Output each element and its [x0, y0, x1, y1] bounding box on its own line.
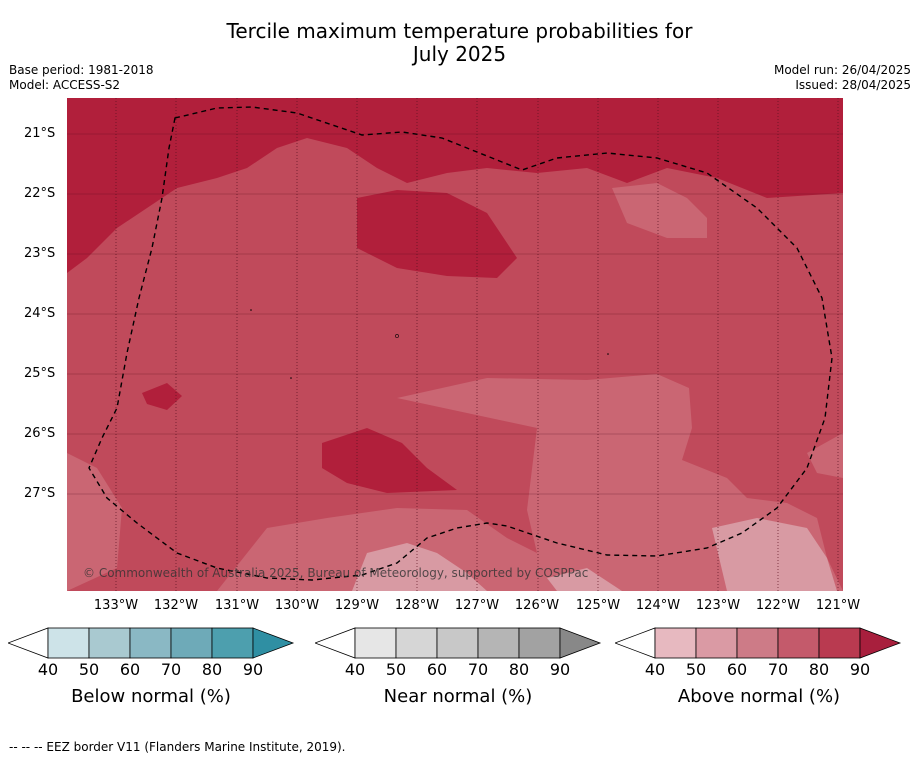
- lat-label: 27°S: [24, 486, 56, 501]
- colorbar-segment: [736, 627, 779, 659]
- colorbar-tick-label: 50: [685, 660, 707, 679]
- colorbar-extend-low: [315, 627, 356, 659]
- zone-east-light: [612, 183, 707, 238]
- lon-label: 133°W: [93, 598, 139, 613]
- colorbar-extend-high: [859, 627, 902, 659]
- zone-southcenter-lightest: [547, 568, 622, 591]
- lon-label: 128°W: [394, 598, 440, 613]
- colorbar-extend-high: [252, 627, 295, 659]
- colorbar-near: [315, 627, 602, 659]
- colorbar-tick-label: 60: [726, 660, 748, 679]
- colorbar-below-label: Below normal (%): [71, 686, 231, 707]
- lat-label: 22°S: [24, 186, 56, 201]
- colorbar-tick-label: 70: [767, 660, 789, 679]
- zone-southwest-light: [67, 453, 122, 591]
- colorbar-segment: [518, 627, 561, 659]
- issued-date: Issued: 28/04/2025: [795, 78, 911, 92]
- lat-lines: [67, 133, 843, 495]
- colorbar-tick-label: 90: [849, 660, 871, 679]
- lat-label: 24°S: [24, 306, 56, 321]
- colorbar-tick-label: 90: [242, 660, 264, 679]
- zone-southeast-light: [67, 374, 843, 591]
- lon-label: 131°W: [214, 598, 260, 613]
- zone-east-edge-light: [807, 433, 843, 478]
- lat-label: 23°S: [24, 246, 56, 261]
- zone-south-dark: [322, 428, 457, 493]
- colorbar-extend-low: [8, 627, 49, 659]
- island-marker: [607, 353, 609, 355]
- colorbar-tick-label: 60: [426, 660, 448, 679]
- lat-label: 26°S: [24, 426, 56, 441]
- lon-label: 127°W: [454, 598, 500, 613]
- zone-southeast-lightest: [712, 518, 837, 591]
- colorbar-tick-label: 40: [37, 660, 59, 679]
- island-marker: [250, 309, 252, 311]
- colorbar-extend-high: [559, 627, 602, 659]
- colorbar-tick-label: 60: [119, 660, 141, 679]
- colorbar-segment: [695, 627, 738, 659]
- lon-label: 126°W: [514, 598, 560, 613]
- colorbar-segment: [818, 627, 861, 659]
- eez-border: [88, 106, 833, 581]
- colorbar-tick-label: 80: [508, 660, 530, 679]
- model-name: Model: ACCESS-S2: [9, 78, 121, 92]
- colorbar-near-label: Near normal (%): [383, 686, 533, 707]
- lon-label: 124°W: [635, 598, 681, 613]
- model-run: Model run: 26/04/2025: [773, 63, 911, 77]
- colorbar-tick-label: 90: [549, 660, 571, 679]
- zone-west-dark: [142, 383, 182, 410]
- colorbar-above-label: Above normal (%): [677, 686, 841, 707]
- colorbar-segment: [436, 627, 479, 659]
- chart-title: Tercile maximum temperature probabilitie…: [226, 19, 693, 43]
- chart-subtitle: July 2025: [412, 42, 507, 66]
- colorbar-extend-low: [615, 627, 656, 659]
- lon-label: 125°W: [575, 598, 621, 613]
- probability-map: © Commonwealth of Australia 2025, Bureau…: [67, 98, 843, 591]
- graticule: [115, 98, 839, 591]
- colorbar-segment: [354, 627, 397, 659]
- colorbar-tick-label: 80: [201, 660, 223, 679]
- colorbar-tick-label: 40: [644, 660, 666, 679]
- colorbar-tick-label: 80: [808, 660, 830, 679]
- lon-label: 121°W: [815, 598, 861, 613]
- colorbar-segment: [477, 627, 520, 659]
- colorbar-tick-label: 50: [385, 660, 407, 679]
- colorbar-tick-label: 40: [344, 660, 366, 679]
- colorbar-segment: [777, 627, 820, 659]
- colorbar-segment: [170, 627, 213, 659]
- lon-label: 132°W: [153, 598, 199, 613]
- colorbar-segment: [129, 627, 172, 659]
- lon-label: 129°W: [334, 598, 380, 613]
- colorbar-tick-label: 70: [160, 660, 182, 679]
- lat-label: 21°S: [24, 126, 56, 141]
- zone-north-dark: [67, 98, 843, 273]
- lon-label: 130°W: [274, 598, 320, 613]
- colorbar-segment: [654, 627, 697, 659]
- lon-label: 123°W: [695, 598, 741, 613]
- lon-label: 122°W: [755, 598, 801, 613]
- copyright-text: © Commonwealth of Australia 2025, Bureau…: [83, 566, 588, 580]
- colorbar-segment: [395, 627, 438, 659]
- colorbar-above: [615, 627, 902, 659]
- colorbar-tick-label: 70: [467, 660, 489, 679]
- base-period: Base period: 1981-2018: [9, 63, 154, 77]
- island-marker: [395, 334, 399, 338]
- colorbar-segment: [47, 627, 90, 659]
- colorbar-below: [8, 627, 295, 659]
- colorbar-segment: [88, 627, 131, 659]
- eez-footer-note: -- -- -- EEZ border V11 (Flanders Marine…: [9, 740, 346, 754]
- zone-south-lightest: [352, 543, 487, 591]
- colorbar-tick-label: 50: [78, 660, 100, 679]
- island-marker: [290, 377, 292, 379]
- lat-label: 25°S: [24, 366, 56, 381]
- colorbar-segment: [211, 627, 254, 659]
